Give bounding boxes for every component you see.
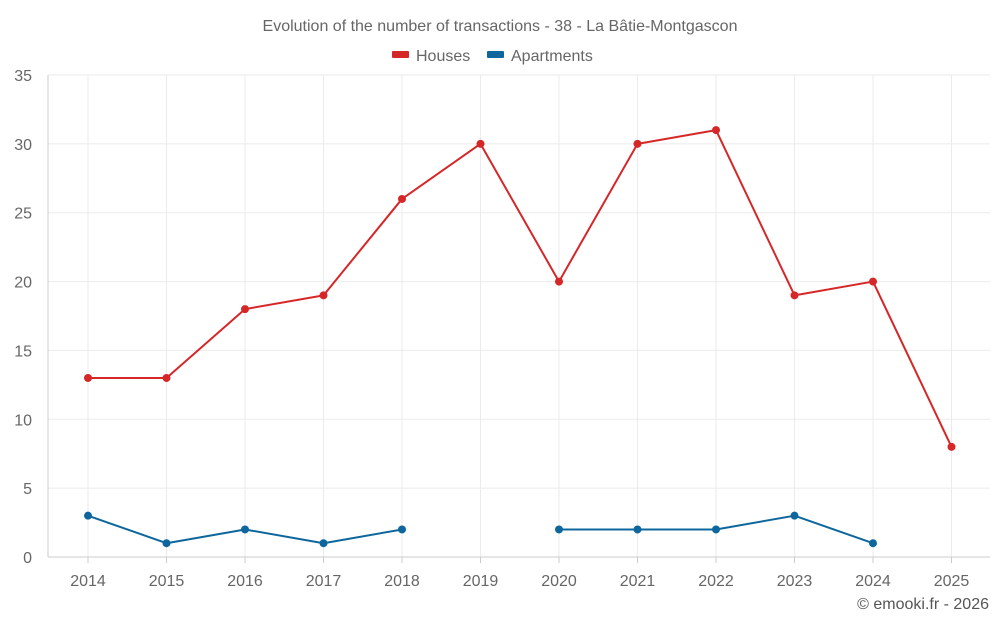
series-houses (84, 126, 956, 451)
data-point-houses[interactable] (555, 277, 563, 286)
data-point-apartments[interactable] (790, 511, 799, 520)
x-tick-label: 2017 (306, 573, 342, 590)
grid (48, 74, 990, 557)
x-tick-label: 2021 (620, 573, 656, 590)
data-point-houses[interactable] (241, 305, 249, 314)
y-tick-label: 15 (14, 343, 32, 360)
series-apartments (84, 511, 877, 548)
y-tick-label: 0 (23, 550, 32, 567)
y-tick-label: 30 (14, 137, 32, 154)
y-tick-label: 5 (23, 481, 32, 498)
x-tick-label: 2019 (463, 573, 499, 590)
data-point-houses[interactable] (712, 126, 720, 135)
data-point-apartments[interactable] (555, 525, 563, 534)
x-tick-label: 2024 (855, 573, 891, 590)
series (84, 126, 956, 548)
data-point-houses[interactable] (319, 291, 328, 300)
data-point-houses[interactable] (790, 291, 799, 300)
data-point-apartments[interactable] (398, 525, 406, 534)
series-line-houses (88, 129, 953, 448)
y-tick-label: 10 (14, 412, 32, 429)
data-point-apartments[interactable] (241, 525, 249, 534)
data-point-houses[interactable] (84, 373, 92, 382)
data-point-houses[interactable] (947, 442, 956, 451)
legend-label-apartments: Apartments (511, 48, 593, 65)
x-tick-label: 2023 (777, 573, 813, 590)
data-point-apartments[interactable] (712, 525, 720, 534)
legend-label-houses: Houses (416, 48, 470, 65)
y-tick-label: 25 (14, 206, 32, 223)
x-tick-label: 2014 (70, 573, 106, 590)
data-point-apartments[interactable] (633, 525, 642, 534)
data-point-apartments[interactable] (869, 539, 877, 548)
data-point-houses[interactable] (869, 277, 877, 286)
x-tick-label: 2016 (227, 573, 263, 590)
legend-swatch-apartments (487, 51, 504, 58)
x-tick-label: 2015 (149, 573, 185, 590)
data-point-houses[interactable] (398, 194, 406, 203)
data-point-apartments[interactable] (84, 511, 92, 520)
legend-item-houses[interactable]: Houses (392, 48, 470, 65)
x-tick-label: 2022 (698, 573, 734, 590)
x-tick-label: 2020 (541, 573, 577, 590)
x-tick-label: 2025 (934, 573, 970, 590)
credit-text: © emooki.fr - 2026 (857, 596, 989, 613)
data-point-houses[interactable] (162, 373, 171, 382)
y-tick-label: 20 (14, 275, 32, 292)
data-point-apartments[interactable] (319, 539, 328, 548)
chart-title: Evolution of the number of transactions … (263, 18, 738, 35)
legend-item-apartments[interactable]: Apartments (487, 48, 593, 65)
x-tick-label: 2018 (384, 573, 420, 590)
legend: Houses Apartments (392, 48, 593, 65)
data-point-apartments[interactable] (162, 539, 171, 548)
data-point-houses[interactable] (476, 139, 485, 148)
data-point-houses[interactable] (633, 139, 642, 148)
legend-swatch-houses (392, 51, 409, 58)
y-tick-label: 35 (14, 68, 32, 85)
